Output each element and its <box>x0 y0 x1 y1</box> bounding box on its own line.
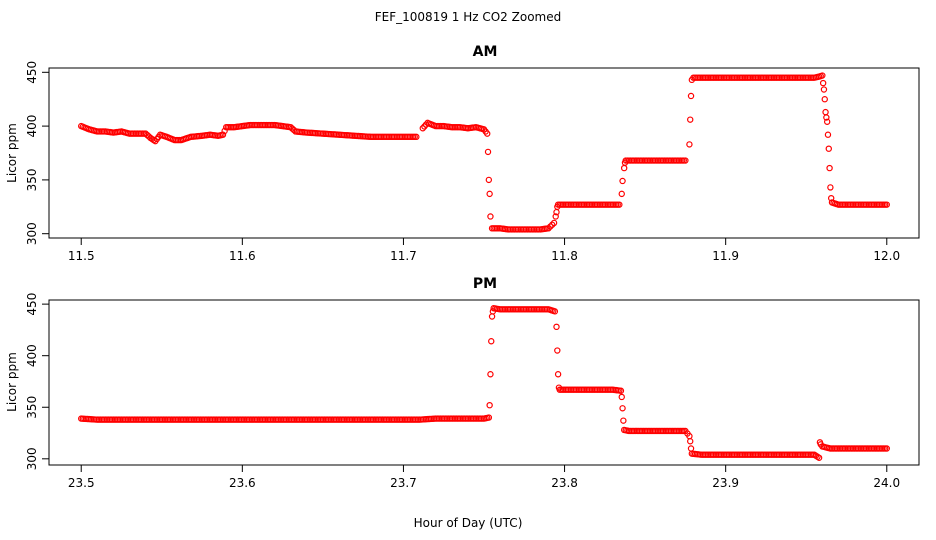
am-data-point <box>484 130 491 137</box>
am-data-point <box>619 177 626 185</box>
pm-data-point <box>617 387 625 394</box>
am-panel: AM Licor ppm 11.5 11.6 11.7 11.8 11.9 12.0 300… <box>5 44 920 263</box>
pm-data-point <box>488 338 495 345</box>
am-data-point <box>824 131 832 138</box>
am-data-point <box>547 223 554 230</box>
am-data-point <box>823 114 830 121</box>
am-data-point <box>484 148 492 156</box>
pm-data-point <box>815 454 823 461</box>
am-points <box>78 72 890 233</box>
pm-x-tick-label: 23.7 <box>390 476 417 490</box>
am-data-point <box>221 127 228 135</box>
x-axis-label: Hour of Day (UTC) <box>414 516 523 530</box>
pm-y-axis-label: Licor ppm <box>5 352 19 412</box>
am-plot-frame <box>48 67 920 239</box>
pm-data-point <box>619 405 626 412</box>
pm-panel-title: PM <box>473 276 497 292</box>
am-axes: 11.5 11.6 11.7 11.8 11.9 12.0 300 350 400 450 <box>25 61 900 263</box>
pm-data-point <box>487 371 494 378</box>
pm-x-tick-label: 24.0 <box>873 476 900 490</box>
am-data-point <box>686 141 693 148</box>
pm-data-point <box>553 323 560 331</box>
pm-data-point <box>620 417 627 424</box>
am-y-axis-label: Licor ppm <box>5 123 19 183</box>
am-data-point <box>485 176 493 184</box>
am-data-point <box>413 133 420 141</box>
am-data-point <box>419 125 426 132</box>
am-x-tick-label: 11.8 <box>551 249 578 263</box>
pm-axes: 23.5 23.6 23.7 23.8 23.9 24.0 300 350 400 450 <box>25 293 900 490</box>
am-data-point <box>552 213 559 220</box>
am-data-point <box>822 108 829 116</box>
am-data-point <box>618 190 625 198</box>
am-data-point <box>219 131 227 138</box>
am-data-point <box>823 118 831 125</box>
pm-y-tick-label: 400 <box>25 344 39 367</box>
pm-data-point <box>618 393 625 401</box>
am-y-tick-label: 350 <box>25 168 39 191</box>
am-x-tick-label: 11.6 <box>229 249 256 263</box>
pm-data-point <box>883 445 890 452</box>
am-data-point <box>819 72 826 79</box>
pm-x-tick-label: 23.6 <box>229 476 256 490</box>
am-data-point <box>826 164 833 172</box>
pm-plot-frame <box>48 299 920 466</box>
pm-panel: PM Licor ppm 23.5 23.6 23.7 23.8 23.9 24.0 300… <box>5 276 920 490</box>
am-data-point <box>819 79 827 87</box>
pm-data-point <box>554 347 561 354</box>
am-data-point <box>549 221 556 228</box>
am-data-point <box>545 225 552 232</box>
am-data-point <box>486 190 493 198</box>
pm-data-point <box>485 414 493 421</box>
pm-y-tick-label: 450 <box>25 293 39 316</box>
am-data-point <box>687 116 694 123</box>
am-x-tick-label: 12.0 <box>873 249 900 263</box>
am-y-tick-label: 300 <box>25 222 39 245</box>
am-data-point <box>827 184 834 191</box>
am-data-point <box>821 96 828 103</box>
am-data-point <box>820 86 828 93</box>
am-data-point <box>487 213 494 220</box>
am-data-point <box>616 201 623 208</box>
am-data-point <box>827 194 835 202</box>
pm-data-point <box>554 371 562 378</box>
am-y-tick-label: 450 <box>25 61 39 84</box>
pm-data-point <box>486 401 493 409</box>
am-data-point <box>550 219 558 227</box>
am-data-point <box>421 123 428 130</box>
pm-x-tick-label: 23.5 <box>68 476 95 490</box>
pm-data-point <box>687 438 694 445</box>
pm-data-point <box>488 313 496 320</box>
am-data-point <box>825 145 832 152</box>
am-data-point <box>883 201 890 208</box>
am-data-point <box>687 92 695 100</box>
am-data-point <box>620 164 628 172</box>
figure-title: FEF_100819 1 Hz CO2 Zoomed <box>375 10 561 24</box>
am-y-tick-label: 400 <box>25 115 39 138</box>
pm-x-tick-label: 23.9 <box>712 476 739 490</box>
pm-data-point <box>551 308 559 315</box>
am-x-tick-label: 11.5 <box>68 249 95 263</box>
am-x-tick-label: 11.7 <box>390 249 417 263</box>
am-x-tick-label: 11.9 <box>712 249 739 263</box>
pm-data-point <box>687 445 695 452</box>
am-panel-title: AM <box>473 44 498 60</box>
pm-x-tick-label: 23.8 <box>551 476 578 490</box>
pm-y-tick-label: 350 <box>25 396 39 419</box>
pm-y-tick-label: 300 <box>25 447 39 470</box>
pm-points <box>78 305 890 461</box>
am-data-point <box>682 157 689 164</box>
